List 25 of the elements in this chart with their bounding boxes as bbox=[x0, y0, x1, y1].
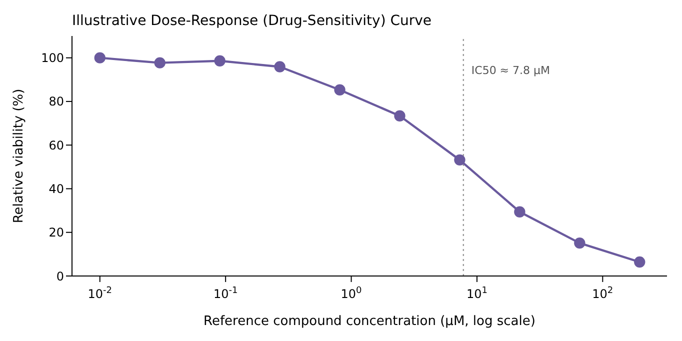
x-tick-label: 10$^{0}$ bbox=[340, 286, 362, 301]
point bbox=[394, 110, 406, 122]
y-tick-label: 80 bbox=[48, 94, 64, 109]
y-axis-title: Relative viability (%) bbox=[12, 88, 27, 224]
point bbox=[214, 55, 226, 66]
point bbox=[634, 256, 646, 268]
x-tick-label: 10$^{1}$ bbox=[466, 286, 488, 301]
point bbox=[274, 61, 286, 72]
y-tick-label: 60 bbox=[48, 138, 64, 152]
y-tick-label: 100 bbox=[41, 51, 64, 66]
point bbox=[574, 237, 586, 249]
point bbox=[154, 57, 166, 68]
point bbox=[94, 52, 106, 64]
y-tick-label: 20 bbox=[48, 226, 64, 240]
ref-line-label: IC50 ≈ 7.8 µM bbox=[471, 64, 550, 77]
point bbox=[334, 84, 346, 96]
y-tick-label: 40 bbox=[48, 182, 64, 196]
x-tick-label: 10$^{2}$ bbox=[592, 286, 614, 301]
point bbox=[514, 206, 526, 218]
x-tick-label: 10$^{-2}$ bbox=[88, 286, 112, 301]
chart-title: Illustrative Dose-Response (Drug-Sensitivity) Curve bbox=[72, 13, 432, 29]
x-axis-title: Reference compound concentration (μM, log scale) bbox=[204, 314, 536, 329]
point bbox=[454, 154, 466, 166]
x-tick-label: 10$^{-1}$ bbox=[213, 286, 238, 301]
y-tick-label: 0 bbox=[56, 269, 64, 284]
